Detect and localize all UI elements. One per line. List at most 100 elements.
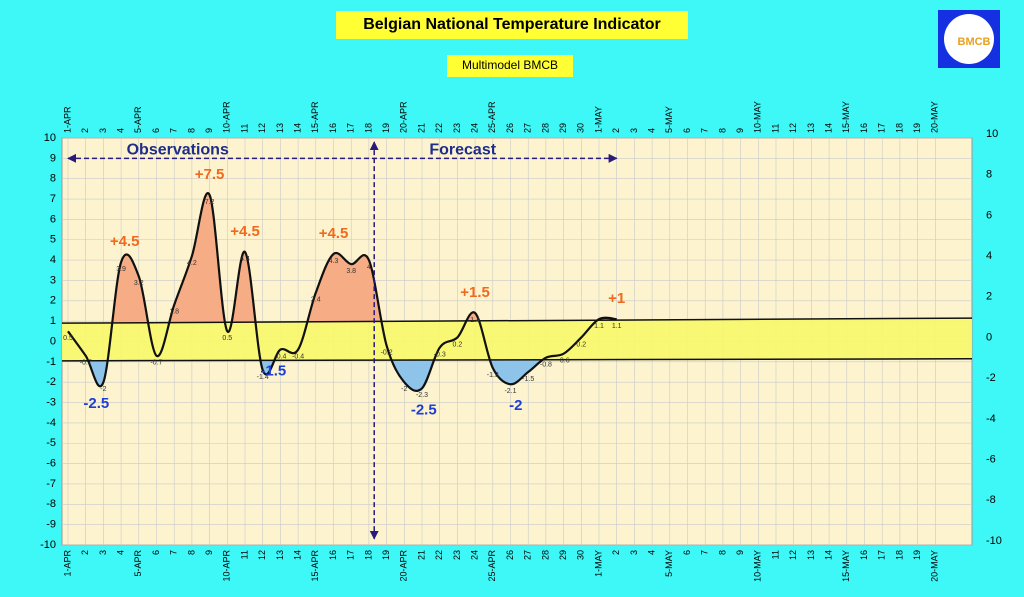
- y-tick-label: -1: [46, 356, 56, 368]
- title-box: [336, 11, 688, 39]
- subtitle-box: [447, 55, 573, 77]
- x-tick-label-top: 18: [363, 123, 373, 133]
- x-tick-label: 20-MAY: [930, 550, 940, 582]
- x-tick-label: 8: [717, 550, 727, 555]
- x-tick-label: 13: [275, 550, 285, 560]
- value-label: 0.2: [453, 341, 463, 348]
- chart-title: Belgian National Temperature Indicator: [363, 16, 661, 33]
- y2-tick-label: -2: [986, 372, 996, 384]
- value-label: -0.8: [540, 362, 552, 369]
- annotation: -2: [509, 397, 522, 414]
- x-tick-label: 19: [381, 550, 391, 560]
- x-tick-label-top: 28: [540, 123, 550, 133]
- value-label: 2.4: [311, 297, 321, 304]
- x-tick-label: 6: [682, 550, 692, 555]
- value-label: -1.5: [522, 376, 534, 383]
- x-tick-label-top: 12: [788, 123, 798, 133]
- x-tick-label-top: 10-MAY: [753, 101, 763, 133]
- x-tick-label-top: 11: [770, 124, 780, 133]
- x-tick-label-top: 4: [646, 128, 656, 133]
- value-label: 0.5: [222, 335, 232, 342]
- annotation: +4.5: [110, 233, 140, 250]
- x-tick-label: 12: [257, 550, 267, 560]
- x-tick-label-top: 8: [186, 128, 196, 133]
- x-tick-label-top: 27: [523, 123, 533, 133]
- x-tick-label: 8: [186, 550, 196, 555]
- x-tick-label-top: 13: [806, 123, 816, 133]
- annotation: -2.5: [83, 395, 109, 412]
- y-tick-label: 8: [50, 173, 56, 185]
- x-tick-label: 1-MAY: [593, 550, 603, 577]
- value-label: 3.8: [346, 268, 356, 275]
- x-tick-label-top: 6: [682, 128, 692, 133]
- value-label: 1.1: [594, 323, 604, 330]
- x-tick-label-top: 29: [558, 123, 568, 133]
- x-tick-label-top: 15-MAY: [841, 101, 851, 133]
- annotation: +4.5: [230, 223, 260, 240]
- value-label: -0.3: [434, 351, 446, 358]
- y-tick-label: 1: [50, 315, 56, 327]
- x-tick-label-top: 21: [416, 123, 426, 133]
- x-tick-label: 26: [505, 550, 515, 560]
- value-label: -2: [401, 386, 407, 393]
- x-tick-label: 14: [292, 550, 302, 560]
- x-tick-label-top: 6: [151, 128, 161, 133]
- value-label: -1.4: [257, 374, 269, 381]
- x-tick-label: 22: [434, 550, 444, 560]
- area-above: [68, 193, 617, 324]
- x-tick-label-top: 11: [239, 124, 249, 133]
- x-tick-label-top: 10-APR: [222, 101, 232, 133]
- x-tick-label-top: 20-MAY: [930, 101, 940, 133]
- x-tick-label-top: 16: [859, 123, 869, 133]
- y2-tick-label: -10: [986, 535, 1002, 547]
- annotation: +4.5: [319, 225, 349, 242]
- x-tick-label: 14: [823, 550, 833, 560]
- annotation: -1.5: [260, 363, 286, 380]
- x-tick-label-top: 7: [169, 128, 179, 133]
- y-tick-label: 9: [50, 152, 56, 164]
- x-tick-label: 3: [629, 550, 639, 555]
- x-tick-label: 6: [151, 550, 161, 555]
- y-tick-label: -9: [46, 519, 56, 531]
- y2-tick-label: -8: [986, 494, 996, 506]
- y-tick-label: -5: [46, 437, 56, 449]
- x-tick-label: 11: [770, 550, 780, 559]
- normal-band: [62, 318, 972, 361]
- x-tick-label: 5-MAY: [664, 550, 674, 577]
- band-upper: [61, 317, 973, 324]
- band-lower: [61, 358, 973, 362]
- y2-tick-label: 0: [986, 331, 992, 343]
- chart-subtitle: Multimodel BMCB: [462, 58, 558, 72]
- x-tick-label-top: 2: [80, 128, 90, 133]
- x-tick-label: 2: [80, 550, 90, 555]
- value-label: 1.1: [612, 323, 622, 330]
- x-tick-label: 19: [912, 550, 922, 560]
- y-tick-label: 2: [50, 295, 56, 307]
- x-tick-label-top: 14: [292, 123, 302, 133]
- x-tick-label: 27: [523, 550, 533, 560]
- x-tick-label-top: 30: [576, 123, 586, 133]
- x-tick-label-top: 12: [257, 123, 267, 133]
- x-tick-label: 16: [859, 550, 869, 560]
- value-label: -0.4: [274, 353, 286, 360]
- x-tick-label: 20-APR: [399, 550, 409, 582]
- annotation: +1.5: [460, 284, 490, 301]
- x-tick-label-top: 18: [894, 123, 904, 133]
- y-tick-label: -3: [46, 396, 56, 408]
- value-label: 1.8: [169, 309, 179, 316]
- y-tick-label: 5: [50, 234, 56, 246]
- x-tick-label: 4: [646, 550, 656, 555]
- y-tick-label: 6: [50, 213, 56, 225]
- x-tick-label: 2: [611, 550, 621, 555]
- x-tick-label-top: 13: [275, 123, 285, 133]
- x-tick-label-top: 16: [328, 123, 338, 133]
- y2-tick-label: 2: [986, 291, 992, 303]
- x-tick-label-top: 5-APR: [133, 106, 143, 133]
- value-label: 1.4: [470, 317, 480, 324]
- x-tick-label-top: 23: [452, 123, 462, 133]
- annotation: -2.5: [411, 401, 437, 418]
- y-tick-label: 0: [50, 335, 56, 347]
- x-tick-label-top: 1-MAY: [593, 106, 603, 133]
- x-tick-label: 10-APR: [222, 550, 232, 582]
